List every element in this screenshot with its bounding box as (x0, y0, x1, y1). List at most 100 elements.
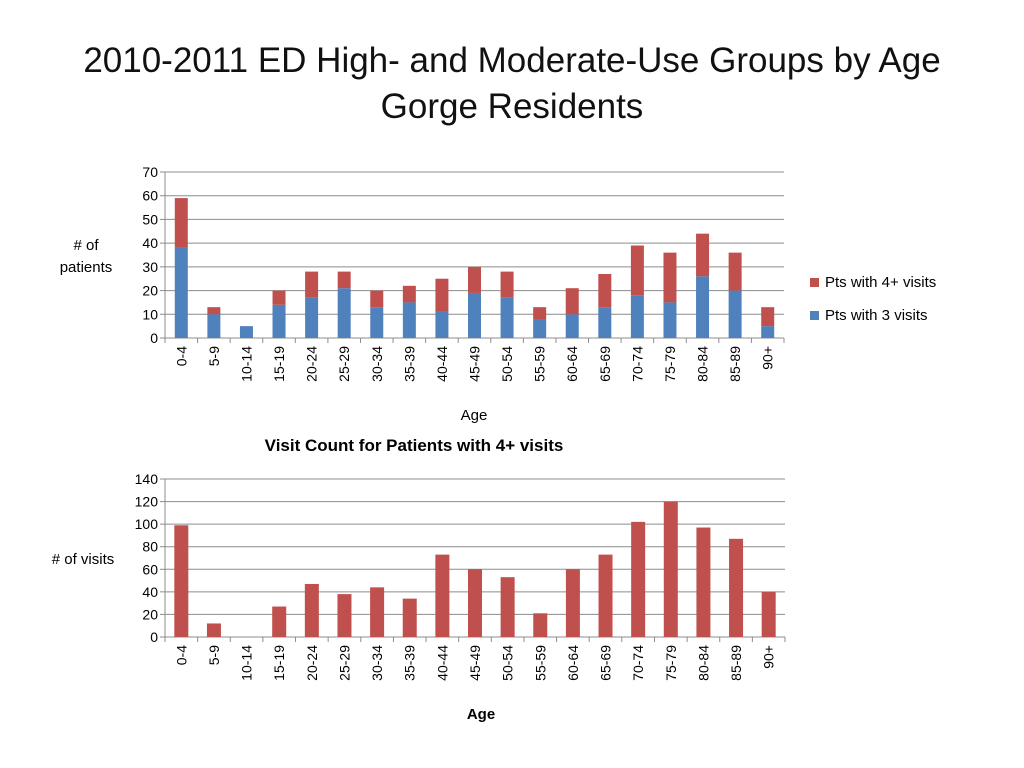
patients-by-age-chart: 0 10 20 30 40 50 60 70 0-4 5-9 10-14 15-19 20-24 25-2… (60, 164, 937, 424)
x-tick-label: 90+ (761, 645, 777, 669)
bar-series0-25-29 (337, 288, 351, 338)
x-tick-label: 20-24 (304, 346, 320, 382)
y-axis-title: # of patients (60, 237, 113, 276)
y-tick-label: 0 (150, 629, 158, 645)
bar-visits-65-69 (598, 554, 613, 637)
y-tick-label: 70 (142, 164, 158, 180)
x-tick-label: 20-24 (304, 645, 320, 681)
bar-series1-0-4 (174, 198, 188, 248)
bar-series1-45-49 (468, 266, 481, 293)
x-tick-label: 60-64 (564, 346, 580, 382)
x-tick-label: 70-74 (629, 346, 645, 382)
bar-series0-85-89 (728, 290, 742, 338)
bar-series1-60-64 (565, 288, 579, 315)
bar-visits-25-29 (337, 594, 352, 637)
bar-visits-30-34 (370, 587, 385, 637)
x-tick-label: 0-4 (173, 645, 189, 665)
bar-series1-15-19 (272, 290, 286, 305)
x-tick-label: 80-84 (695, 346, 711, 382)
bar-visits-75-79 (663, 501, 678, 637)
bar-series0-70-74 (630, 295, 644, 338)
y-tick-label: 120 (135, 494, 159, 510)
bar-visits-5-9 (206, 623, 221, 637)
bar-visits-90+ (761, 591, 776, 637)
legend-label-series1: Pts with 4+ visits (825, 274, 936, 291)
bar-series0-40-44 (435, 311, 449, 338)
y-tick-label: 60 (142, 561, 158, 577)
y-tick-label: 0 (150, 330, 158, 346)
x-tick-label: 40-44 (434, 645, 450, 681)
bar-series0-30-34 (370, 307, 384, 338)
x-tick-label: 45-49 (467, 346, 483, 382)
x-tick-label: 50-54 (499, 346, 515, 382)
y-tick-label: 20 (142, 283, 158, 299)
bar-series1-5-9 (207, 307, 221, 315)
x-axis-title: Age (467, 706, 495, 723)
bar-visits-0-4 (174, 525, 189, 637)
x-tick-label: 35-39 (401, 346, 417, 382)
x-tick-label: 80-84 (695, 645, 711, 681)
bar-series0-20-24 (305, 297, 319, 338)
legend-swatch-series1 (810, 278, 819, 287)
bar-series0-50-54 (500, 297, 514, 338)
bar-visits-15-19 (272, 606, 287, 637)
x-tick-label: 5-9 (206, 346, 222, 366)
bar-visits-60-64 (565, 569, 580, 637)
visit-count-chart: Visit Count for Patients with 4+ visits 0… (52, 436, 786, 723)
x-tick-label: 75-79 (662, 346, 678, 382)
bar-visits-40-44 (435, 554, 450, 637)
x-tick-label: 15-19 (271, 645, 287, 681)
x-tick-label: 85-89 (727, 346, 743, 382)
y-axis-title-line: patients (60, 259, 113, 276)
bar-series0-60-64 (565, 314, 579, 338)
slide-title: 2010-2011 ED High- and Moderate-Use Grou… (0, 38, 1024, 130)
bar-series1-50-54 (500, 271, 514, 298)
slide-title-line-1: 2010-2011 ED High- and Moderate-Use Grou… (83, 41, 941, 80)
y-tick-label: 50 (142, 211, 158, 227)
y-axis-title: # of visits (52, 551, 115, 568)
legend-swatch-series0 (810, 311, 819, 320)
x-tick-label: 25-29 (336, 645, 352, 681)
y-tick-label: 10 (142, 306, 158, 322)
x-tick-label: 10-14 (239, 645, 255, 681)
bar-visits-35-39 (402, 598, 417, 637)
x-tick-label: 70-74 (630, 645, 646, 681)
x-axis-title: Age (461, 407, 488, 424)
x-tick-label: 35-39 (402, 645, 418, 681)
x-tick-label: 25-29 (336, 346, 352, 382)
y-tick-label: 40 (142, 584, 158, 600)
x-tick-label: 60-64 (565, 645, 581, 681)
x-tick-label: 55-59 (532, 346, 548, 382)
bar-series1-75-79 (663, 252, 677, 303)
x-tick-label: 15-19 (271, 346, 287, 382)
bar-series1-70-74 (630, 245, 644, 296)
bar-series0-5-9 (207, 314, 221, 338)
x-tick-label: 65-69 (598, 645, 614, 681)
x-tick-label: 50-54 (500, 645, 516, 681)
bar-series0-90+ (761, 326, 775, 338)
bar-series0-10-14 (239, 326, 253, 338)
x-tick-label: 5-9 (206, 645, 222, 665)
x-tick-label: 90+ (760, 346, 776, 370)
x-tick-label: 10-14 (238, 346, 254, 382)
bar-series1-35-39 (402, 285, 416, 303)
x-tick-label: 0-4 (173, 346, 189, 366)
x-tick-label: 30-34 (369, 346, 385, 382)
bar-series1-90+ (761, 307, 775, 327)
x-tick-label: 55-59 (532, 645, 548, 681)
bar-series1-30-34 (370, 290, 384, 308)
x-tick-label: 45-49 (467, 645, 483, 681)
bar-visits-85-89 (729, 538, 744, 637)
bar-series1-65-69 (598, 273, 612, 308)
bar-series0-75-79 (663, 302, 677, 338)
bar-series0-15-19 (272, 304, 286, 338)
chart-title: Visit Count for Patients with 4+ visits (265, 436, 564, 455)
y-axis-title-line: # of (73, 237, 99, 254)
slide-title-line-2: Gorge Residents (380, 87, 644, 126)
y-tick-label: 30 (142, 259, 158, 275)
bar-series0-0-4 (174, 247, 188, 338)
bar-visits-70-74 (631, 521, 646, 637)
bar-visits-20-24 (304, 583, 319, 637)
y-tick-label: 60 (142, 188, 158, 204)
bar-series1-25-29 (337, 271, 351, 289)
